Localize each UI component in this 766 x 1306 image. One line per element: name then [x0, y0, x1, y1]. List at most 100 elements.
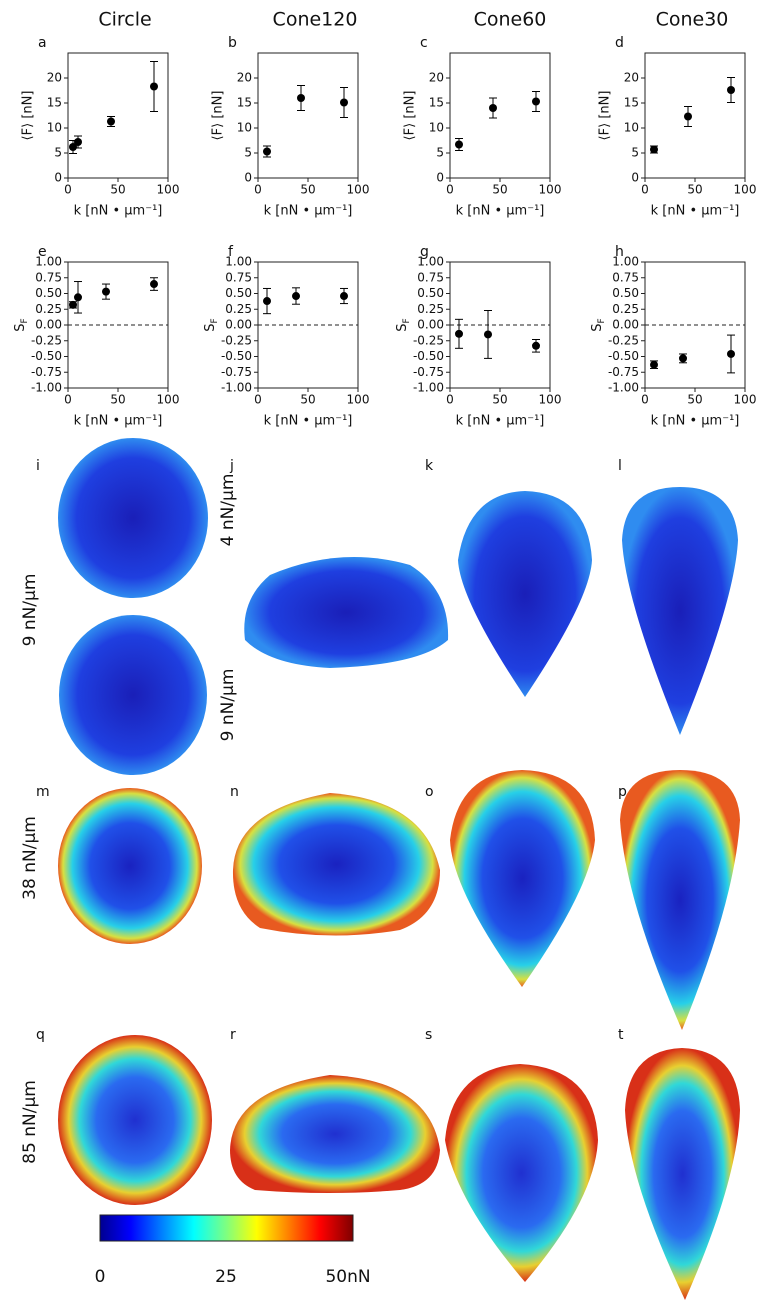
- point: [297, 94, 305, 102]
- x-axis-label: k [nN • µm⁻¹]: [74, 414, 163, 429]
- map-shape: [59, 615, 207, 775]
- x-axis-label: k [nN • µm⁻¹]: [74, 204, 163, 219]
- y-tick-label: 10: [237, 121, 252, 135]
- y-tick-label: 0.25: [225, 302, 252, 316]
- y-axis-label-part: F: [20, 318, 30, 323]
- y-tick-label: 0.25: [35, 302, 62, 316]
- map-shape: [58, 438, 208, 598]
- y-axis-label: ⟨F⟩ [nN]: [211, 91, 226, 141]
- map-shape: [620, 770, 740, 1030]
- x-tick-label: 50: [300, 393, 315, 407]
- x-axis-label: k [nN • µm⁻¹]: [651, 414, 740, 429]
- chart: d 0 50 100 0 5 10 15 20 k [nN • µm⁻¹] ⟨F⟩ [nN]: [598, 35, 757, 219]
- panel-letter: f: [228, 244, 234, 260]
- y-tick-label: -0.50: [221, 349, 252, 363]
- x-axis-label: k [nN • µm⁻¹]: [456, 204, 545, 219]
- map-shape: [244, 557, 449, 668]
- x-tick-label: 100: [539, 183, 562, 197]
- panel-letter: d: [615, 35, 624, 51]
- y-tick-label: 0.75: [417, 270, 444, 284]
- x-tick-label: 100: [347, 393, 370, 407]
- y-axis-label-part: F: [402, 318, 412, 323]
- map-shape: [58, 1035, 212, 1205]
- colorbar-label: 0: [95, 1267, 106, 1287]
- panel-letter: r: [230, 1027, 236, 1043]
- x-axis-label: k [nN • µm⁻¹]: [264, 414, 353, 429]
- y-tick-label: 0: [54, 171, 62, 185]
- point: [263, 147, 271, 156]
- column-title: Cone30: [656, 9, 729, 31]
- point: [69, 143, 77, 151]
- y-tick-label: -1.00: [413, 381, 444, 395]
- point: [684, 112, 692, 121]
- panel-letter: m: [36, 784, 50, 800]
- map-shape: [232, 793, 440, 936]
- x-tick-label: 50: [687, 393, 702, 407]
- y-axis-label: SF: [13, 318, 30, 331]
- point: [74, 293, 82, 302]
- y-tick-label: 1.00: [35, 255, 62, 269]
- map-shape: [445, 1064, 598, 1282]
- x-axis-label: k [nN • µm⁻¹]: [651, 204, 740, 219]
- y-axis-label: SF: [590, 318, 607, 331]
- map-shape: [622, 487, 738, 735]
- map-shape: [450, 770, 595, 987]
- panel-letter: g: [420, 244, 429, 260]
- y-tick-label: 10: [624, 121, 639, 135]
- panel-letter: c: [420, 35, 428, 51]
- y-tick-label: -0.25: [221, 333, 252, 347]
- y-tick-label: 15: [47, 96, 62, 110]
- y-tick-label: -0.50: [608, 349, 639, 363]
- y-axis-label: ⟨F⟩ [nN]: [403, 91, 418, 141]
- chart: b 0 50 100 0 5 10 15 20 k [nN • µm⁻¹] ⟨F⟩ [nN]: [211, 35, 370, 219]
- y-tick-label: 1.00: [225, 255, 252, 269]
- y-tick-label: 0.50: [225, 286, 252, 300]
- point: [340, 98, 348, 107]
- labels: Circle Cone120 Cone60 Cone30 i j k l m n…: [20, 9, 728, 1288]
- map-shape: [625, 1048, 740, 1300]
- y-tick-label: -0.75: [413, 365, 444, 379]
- y-tick-label: 0.00: [35, 318, 62, 332]
- x-tick-label: 50: [300, 183, 315, 197]
- y-axis-label-part: S: [203, 323, 218, 331]
- panel-letter: h: [615, 244, 624, 260]
- x-tick-label: 100: [734, 393, 757, 407]
- chart: g 0 50 100 1.000.75 0.50 0.25 0.00-0.25 -0.50 -0.…: [395, 244, 562, 429]
- panel-letter: i: [36, 458, 40, 474]
- x-axis-label: k [nN • µm⁻¹]: [264, 204, 353, 219]
- y-tick-label: -0.50: [31, 349, 62, 363]
- point: [340, 292, 348, 301]
- y-axis-label-part: F: [210, 318, 220, 323]
- colorbar: [99, 1214, 354, 1242]
- point: [69, 300, 77, 309]
- y-axis-label: ⟨F⟩ [nN]: [21, 91, 36, 141]
- y-axis-label: ⟨F⟩ [nN]: [598, 91, 613, 141]
- y-tick-label: 0.00: [612, 318, 639, 332]
- point: [455, 329, 463, 338]
- panel-letter: o: [425, 784, 434, 800]
- y-tick-label: 0.00: [417, 318, 444, 332]
- y-tick-label: 0.00: [225, 318, 252, 332]
- row-label: 9 nN/µm: [20, 574, 40, 647]
- x-tick-label: 100: [347, 183, 370, 197]
- plot-frame: [67, 52, 169, 179]
- y-axis-label-part: S: [395, 323, 410, 331]
- x-tick-label: 50: [110, 183, 125, 197]
- x-tick-label: 50: [687, 183, 702, 197]
- x-tick-label: 0: [254, 393, 262, 407]
- y-tick-label: 5: [54, 146, 62, 160]
- point: [727, 86, 735, 94]
- point: [532, 97, 540, 106]
- y-tick-label: 0.50: [417, 286, 444, 300]
- chart: c 0 50 100 0 5 10 15 20 k [nN • µm⁻¹] ⟨F⟩ [nN]: [403, 35, 562, 219]
- column-title: Cone60: [474, 9, 547, 31]
- y-tick-label: 10: [429, 121, 444, 135]
- x-tick-label: 100: [539, 393, 562, 407]
- map-shape: [458, 491, 592, 697]
- y-tick-label: 20: [47, 71, 62, 85]
- y-tick-label: -1.00: [221, 381, 252, 395]
- panel-letter: a: [38, 35, 47, 51]
- y-tick-label: -0.75: [608, 365, 639, 379]
- panel-letter: l: [618, 458, 622, 474]
- x-tick-label: 100: [734, 183, 757, 197]
